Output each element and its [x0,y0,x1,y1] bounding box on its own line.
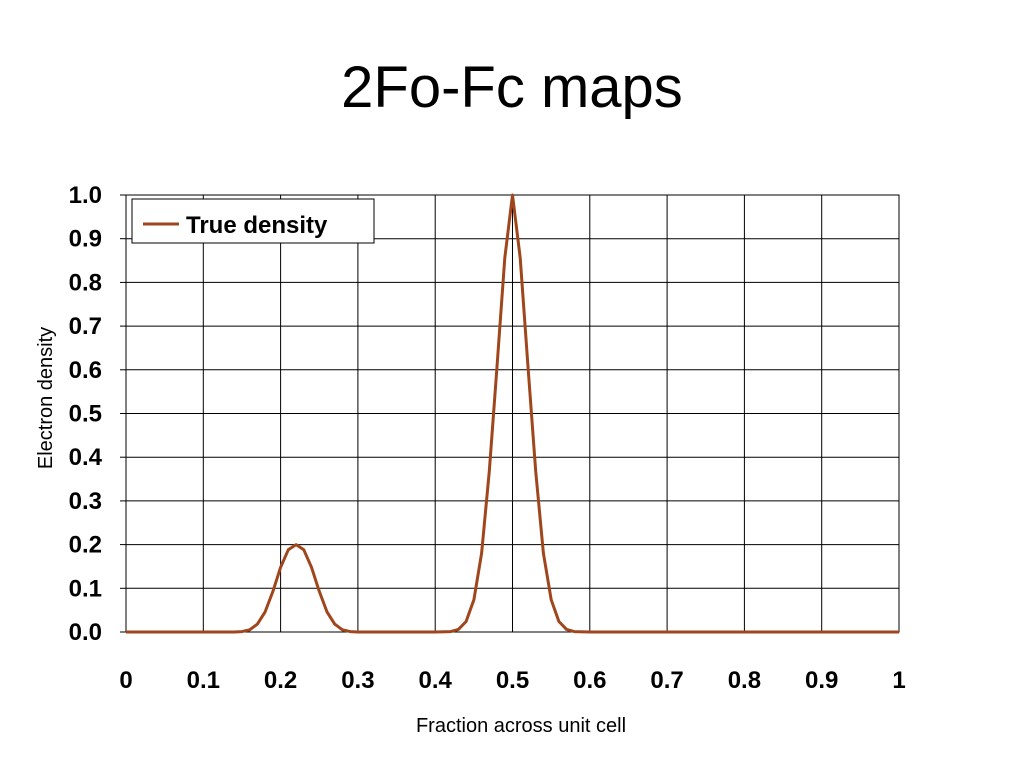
x-tick-label: 1 [892,667,905,694]
x-axis-title: Fraction across unit cell [416,715,626,737]
x-tick-label: 0.6 [573,667,606,694]
y-tick-label: 1.0 [69,182,102,209]
x-tick-label: 0 [119,667,132,694]
y-tick-label: 0.8 [69,269,102,296]
x-tick-label: 0.3 [341,667,374,694]
legend-box [131,198,375,244]
y-tick-label: 0.6 [69,357,102,384]
slide-title: 2Fo-Fc maps [341,55,683,120]
x-tick-label: 0.7 [650,667,683,694]
legend: True density [131,198,375,244]
x-tick-label: 0.2 [264,667,297,694]
y-tick-label: 0.9 [69,226,102,253]
y-tick-label: 0.3 [69,488,102,515]
x-tick-label: 0.9 [805,667,838,694]
x-tick-label: 0.1 [187,667,220,694]
y-axis-title: Electron density [35,327,57,469]
x-tick-label: 0.4 [419,667,453,694]
y-tick-label: 0.4 [69,444,103,471]
y-tick-label: 0.0 [69,619,102,646]
y-tick-label: 0.2 [69,532,102,559]
legend-label: True density [186,212,328,239]
plot-layer [126,193,899,634]
grid-layer [120,194,900,633]
y-tick-label: 0.1 [69,575,102,602]
x-tick-label: 0.8 [728,667,761,694]
y-tick-label: 0.7 [69,313,102,340]
y-tick-labels: 0.0 0.1 0.2 0.3 0.4 0.5 0.6 0.7 0.8 0.9 1.0 [69,182,103,646]
y-tick-label: 0.5 [69,401,102,428]
series-line-true-density [126,193,899,634]
x-tick-labels: 0 0.1 0.2 0.3 0.4 0.5 0.6 0.7 0.8 0.9 1 [119,667,905,694]
x-tick-label: 0.5 [496,667,529,694]
